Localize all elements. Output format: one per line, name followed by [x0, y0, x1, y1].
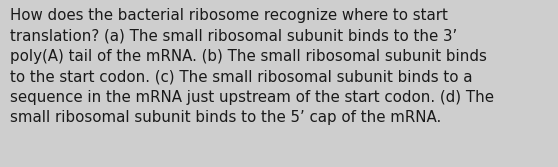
Text: How does the bacterial ribosome recognize where to start
translation? (a) The sm: How does the bacterial ribosome recogniz… — [10, 8, 494, 125]
